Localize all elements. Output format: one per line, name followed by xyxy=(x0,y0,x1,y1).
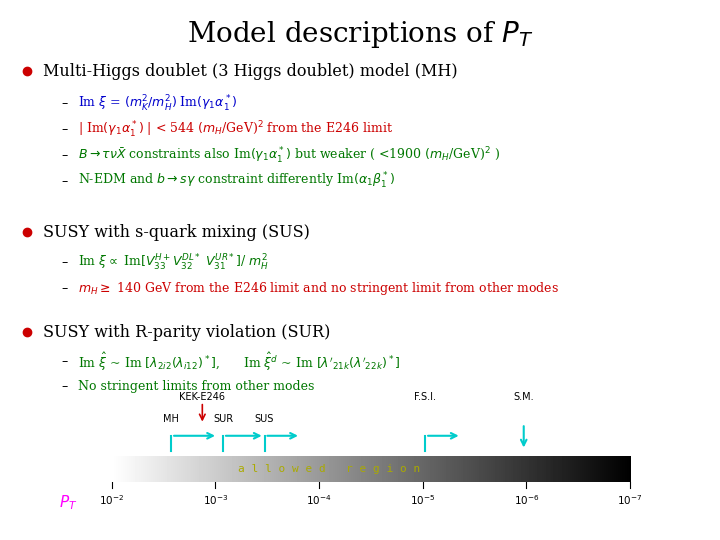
Text: F.S.I.: F.S.I. xyxy=(414,392,436,402)
Text: | Im$(\gamma_1 \alpha_1^*)$ | < 544 $(m_H$/GeV)$^2$ from the E246 limit: | Im$(\gamma_1 \alpha_1^*)$ | < 544 $(m_… xyxy=(78,119,393,140)
Text: S.M.: S.M. xyxy=(513,392,534,402)
Text: –: – xyxy=(61,123,68,136)
Text: –: – xyxy=(61,380,68,393)
Text: –: – xyxy=(61,97,68,110)
Text: –: – xyxy=(61,149,68,162)
Text: SUSY with R-parity violation (SUR): SUSY with R-parity violation (SUR) xyxy=(43,323,330,341)
Text: –: – xyxy=(61,355,68,368)
Text: SUSY with s-quark mixing (SUS): SUSY with s-quark mixing (SUS) xyxy=(43,224,310,241)
Text: No stringent limits from other modes: No stringent limits from other modes xyxy=(78,380,314,393)
Text: $B\rightarrow\tau\nu\bar{X}$ constraints also Im$(\gamma_1 \alpha_1^*)$ but weak: $B\rightarrow\tau\nu\bar{X}$ constraints… xyxy=(78,146,500,165)
Text: SUR: SUR xyxy=(213,414,233,424)
Text: N-EDM and $b\rightarrow s\gamma$ constraint differently Im$(\alpha_1 \beta_1^*)$: N-EDM and $b\rightarrow s\gamma$ constra… xyxy=(78,171,395,192)
Text: $10^{-6}$: $10^{-6}$ xyxy=(513,494,539,508)
Text: Im $\xi$ = $(m_K^2/m_H^2)$ Im$(\gamma_1 \alpha_1^*)$: Im $\xi$ = $(m_K^2/m_H^2)$ Im$(\gamma_1 … xyxy=(78,93,238,114)
Text: $P_T$: $P_T$ xyxy=(59,494,78,512)
Text: –: – xyxy=(61,282,68,295)
Text: Im $\hat{\xi}$ ~ Im $[\lambda_{2i2}(\lambda_{i12})^*]$,      Im $\hat{\xi}^d$ ~ : Im $\hat{\xi}$ ~ Im $[\lambda_{2i2}(\lam… xyxy=(78,351,400,373)
Text: $10^{-3}$: $10^{-3}$ xyxy=(202,494,228,508)
Text: SUS: SUS xyxy=(255,414,274,424)
Text: KEK-E246: KEK-E246 xyxy=(179,392,225,402)
Text: Multi-Higgs doublet (3 Higgs doublet) model (MH): Multi-Higgs doublet (3 Higgs doublet) mo… xyxy=(43,63,458,80)
Text: –: – xyxy=(61,175,68,188)
Text: Im $\xi \propto$ Im$[V_{33}^{H+} V_{32}^{DL*}$ $V_{31}^{UR*}]$/ $m_H^2$: Im $\xi \propto$ Im$[V_{33}^{H+} V_{32}^… xyxy=(78,253,269,273)
Text: $10^{-2}$: $10^{-2}$ xyxy=(99,494,125,508)
Text: –: – xyxy=(61,256,68,269)
Text: $10^{-4}$: $10^{-4}$ xyxy=(306,494,332,508)
Text: Model descriptions of $P_T$: Model descriptions of $P_T$ xyxy=(187,19,533,50)
Text: a l l o w e d   r e g i o n: a l l o w e d r e g i o n xyxy=(238,464,420,474)
Text: MH: MH xyxy=(163,414,179,424)
Text: $10^{-7}$: $10^{-7}$ xyxy=(617,494,643,508)
Text: $m_H \geq$ 140 GeV from the E246 limit and no stringent limit from other modes: $m_H \geq$ 140 GeV from the E246 limit a… xyxy=(78,280,559,298)
Text: $10^{-5}$: $10^{-5}$ xyxy=(410,494,436,508)
